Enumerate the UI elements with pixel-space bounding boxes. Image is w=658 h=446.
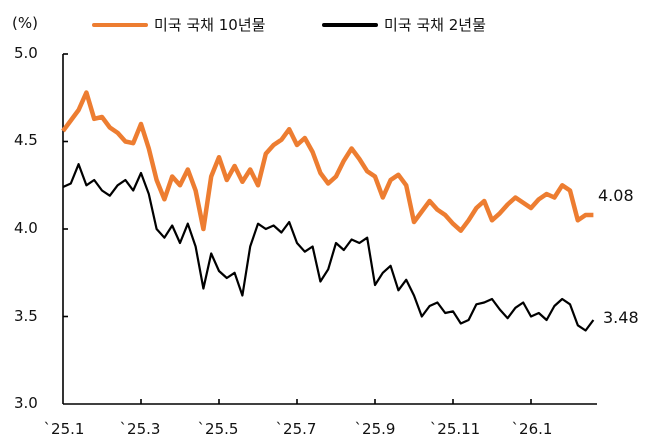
legend-item-2y: 미국 국채 2년물 [322, 14, 486, 35]
legend-swatch-2y [322, 22, 378, 27]
chart-unit-label: (%) [12, 14, 38, 32]
series-10y-line [61, 90, 594, 233]
series-2y-line [62, 163, 595, 332]
x-tick-label: `25.5 [197, 420, 239, 438]
legend-swatch-10y [92, 22, 148, 27]
x-tick-label: `25.11 [429, 420, 481, 438]
x-tick-label: `26.1 [511, 420, 553, 438]
legend-label-10y: 미국 국채 10년물 [154, 16, 266, 34]
y-tick-label: 4.5 [14, 131, 38, 149]
y-tick-label: 5.0 [14, 44, 38, 62]
legend-label-2y: 미국 국채 2년물 [384, 16, 486, 34]
y-tick-label: 3.0 [14, 394, 38, 412]
x-tick-label: `25.1 [43, 420, 85, 438]
y-tick-label: 3.5 [14, 307, 38, 325]
x-tick-label: `25.7 [275, 420, 317, 438]
legend-item-10y: 미국 국채 10년물 [92, 14, 265, 35]
end-label-2y: 3.48 [603, 308, 639, 327]
x-tick-label: `25.9 [354, 420, 396, 438]
x-tick-label: `25.3 [119, 420, 161, 438]
y-tick-label: 4.0 [14, 219, 38, 237]
chart-axes [62, 53, 597, 405]
end-label-10y: 4.08 [598, 186, 634, 205]
